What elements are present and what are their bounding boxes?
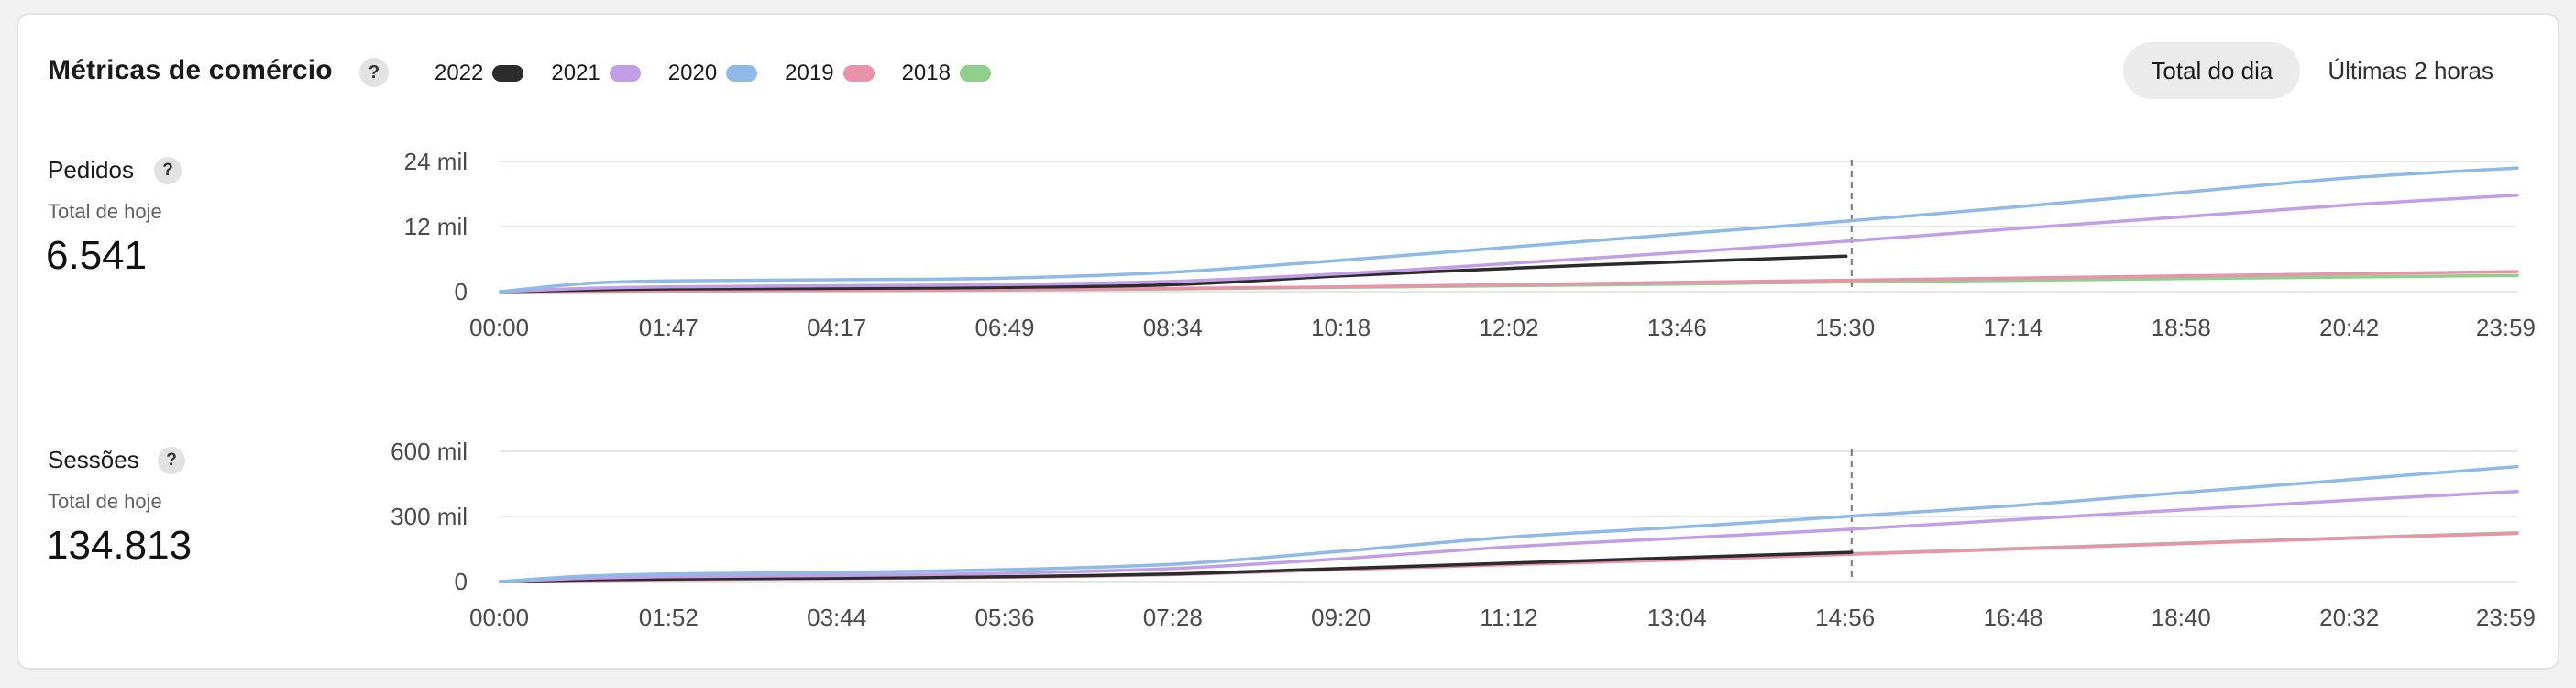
x-tick-label: 00:00 <box>469 604 529 631</box>
orders-value: 6.541 <box>46 233 148 278</box>
chart-legend: 2022 2021 2020 2019 2018 <box>435 61 1018 86</box>
legend-item-2022[interactable]: 2022 <box>435 61 524 86</box>
x-tick-label: 20:32 <box>2319 604 2379 631</box>
x-tick-label: 15:30 <box>1815 314 1875 341</box>
x-tick-label: 01:47 <box>639 314 699 341</box>
y-tick-label: 12 mil <box>404 213 468 240</box>
legend-label: 2020 <box>667 61 718 85</box>
chart-panel-0: 0 12 mil 24 mil 00:00 01:47 04:17 06:49 08:34 10… <box>404 148 2536 341</box>
line-charts: 0 12 mil 24 mil 00:00 01:47 04:17 06:49 08:34 10… <box>391 148 2536 631</box>
time-range-toggle: Total do dia Últimas 2 horas <box>2123 42 2521 99</box>
legend-swatch <box>842 65 875 82</box>
legend-label: 2018 <box>901 61 951 85</box>
orders-subtitle: Total de hoje <box>48 200 162 223</box>
series-line-2020 <box>499 464 2519 583</box>
chart-panel-1: 0 300 mil 600 mil 00:00 01:52 03:44 05:36 07:28… <box>391 438 2536 631</box>
legend-label: 2019 <box>785 61 834 85</box>
legend-label: 2021 <box>551 61 600 85</box>
series-line-2021 <box>499 193 2519 294</box>
legend-item-2021[interactable]: 2021 <box>551 61 641 86</box>
commerce-metrics-card: Métricas de comércio ? 2022 2021 2020 20… <box>17 13 2559 670</box>
x-tick-label: 05:36 <box>974 604 1034 631</box>
x-tick-label: 18:58 <box>2152 314 2211 341</box>
sessions-title: Sessões <box>48 446 139 473</box>
orders-title: Pedidos <box>48 156 134 183</box>
x-tick-label: 14:56 <box>1815 604 1875 631</box>
x-tick-label: 07:28 <box>1143 604 1203 631</box>
x-tick-label: 08:34 <box>1143 314 1203 341</box>
last-2-hours-button[interactable]: Últimas 2 horas <box>2300 42 2521 99</box>
x-tick-label: 18:40 <box>2152 604 2211 631</box>
x-tick-label: 01:52 <box>639 604 699 631</box>
x-tick-label: 09:20 <box>1311 604 1371 631</box>
series-line-2022 <box>499 254 1848 294</box>
y-tick-label: 600 mil <box>391 438 468 465</box>
y-tick-label: 300 mil <box>391 503 468 530</box>
x-tick-label: 04:17 <box>807 314 866 341</box>
x-tick-label: 20:42 <box>2319 314 2379 341</box>
sessions-value: 134.813 <box>46 523 193 568</box>
x-tick-label: 10:18 <box>1311 314 1371 341</box>
card-header: Métricas de comércio ? 2022 2021 2020 20… <box>18 15 2558 134</box>
x-tick-label: 11:12 <box>1480 604 1537 631</box>
legend-item-2020[interactable]: 2020 <box>667 61 758 86</box>
legend-swatch <box>609 65 641 82</box>
y-tick-label: 0 <box>455 568 468 595</box>
y-tick-label: 24 mil <box>404 148 468 175</box>
legend-swatch <box>492 65 524 82</box>
x-tick-label: 23:59 <box>2476 314 2536 341</box>
help-icon[interactable]: ? <box>158 447 185 474</box>
legend-label: 2022 <box>435 61 484 85</box>
x-tick-label: 17:14 <box>1983 314 2042 341</box>
x-tick-label: 00:00 <box>469 314 529 341</box>
card-title: Métricas de comércio <box>48 55 333 85</box>
legend-item-2019[interactable]: 2019 <box>785 61 875 86</box>
y-tick-label: 0 <box>455 278 468 305</box>
x-tick-label: 16:48 <box>1983 604 2042 631</box>
x-tick-label: 12:02 <box>1479 314 1538 341</box>
series-line-2019 <box>499 270 2519 294</box>
legend-item-2018[interactable]: 2018 <box>902 61 991 86</box>
x-tick-label: 06:49 <box>974 314 1034 341</box>
series-line-2021 <box>499 490 2519 583</box>
help-icon[interactable]: ? <box>359 58 389 87</box>
series-line-2020 <box>499 166 2519 294</box>
x-tick-label: 03:44 <box>807 604 866 631</box>
x-tick-label: 13:04 <box>1647 604 1707 631</box>
legend-swatch <box>959 65 991 82</box>
help-icon[interactable]: ? <box>154 157 182 184</box>
legend-swatch <box>726 65 758 82</box>
x-tick-label: 23:59 <box>2476 604 2536 631</box>
series-line-2022 <box>499 550 1854 583</box>
total-day-button[interactable]: Total do dia <box>2123 42 2301 99</box>
sessions-subtitle: Total de hoje <box>48 490 162 513</box>
x-tick-label: 13:46 <box>1647 314 1707 341</box>
